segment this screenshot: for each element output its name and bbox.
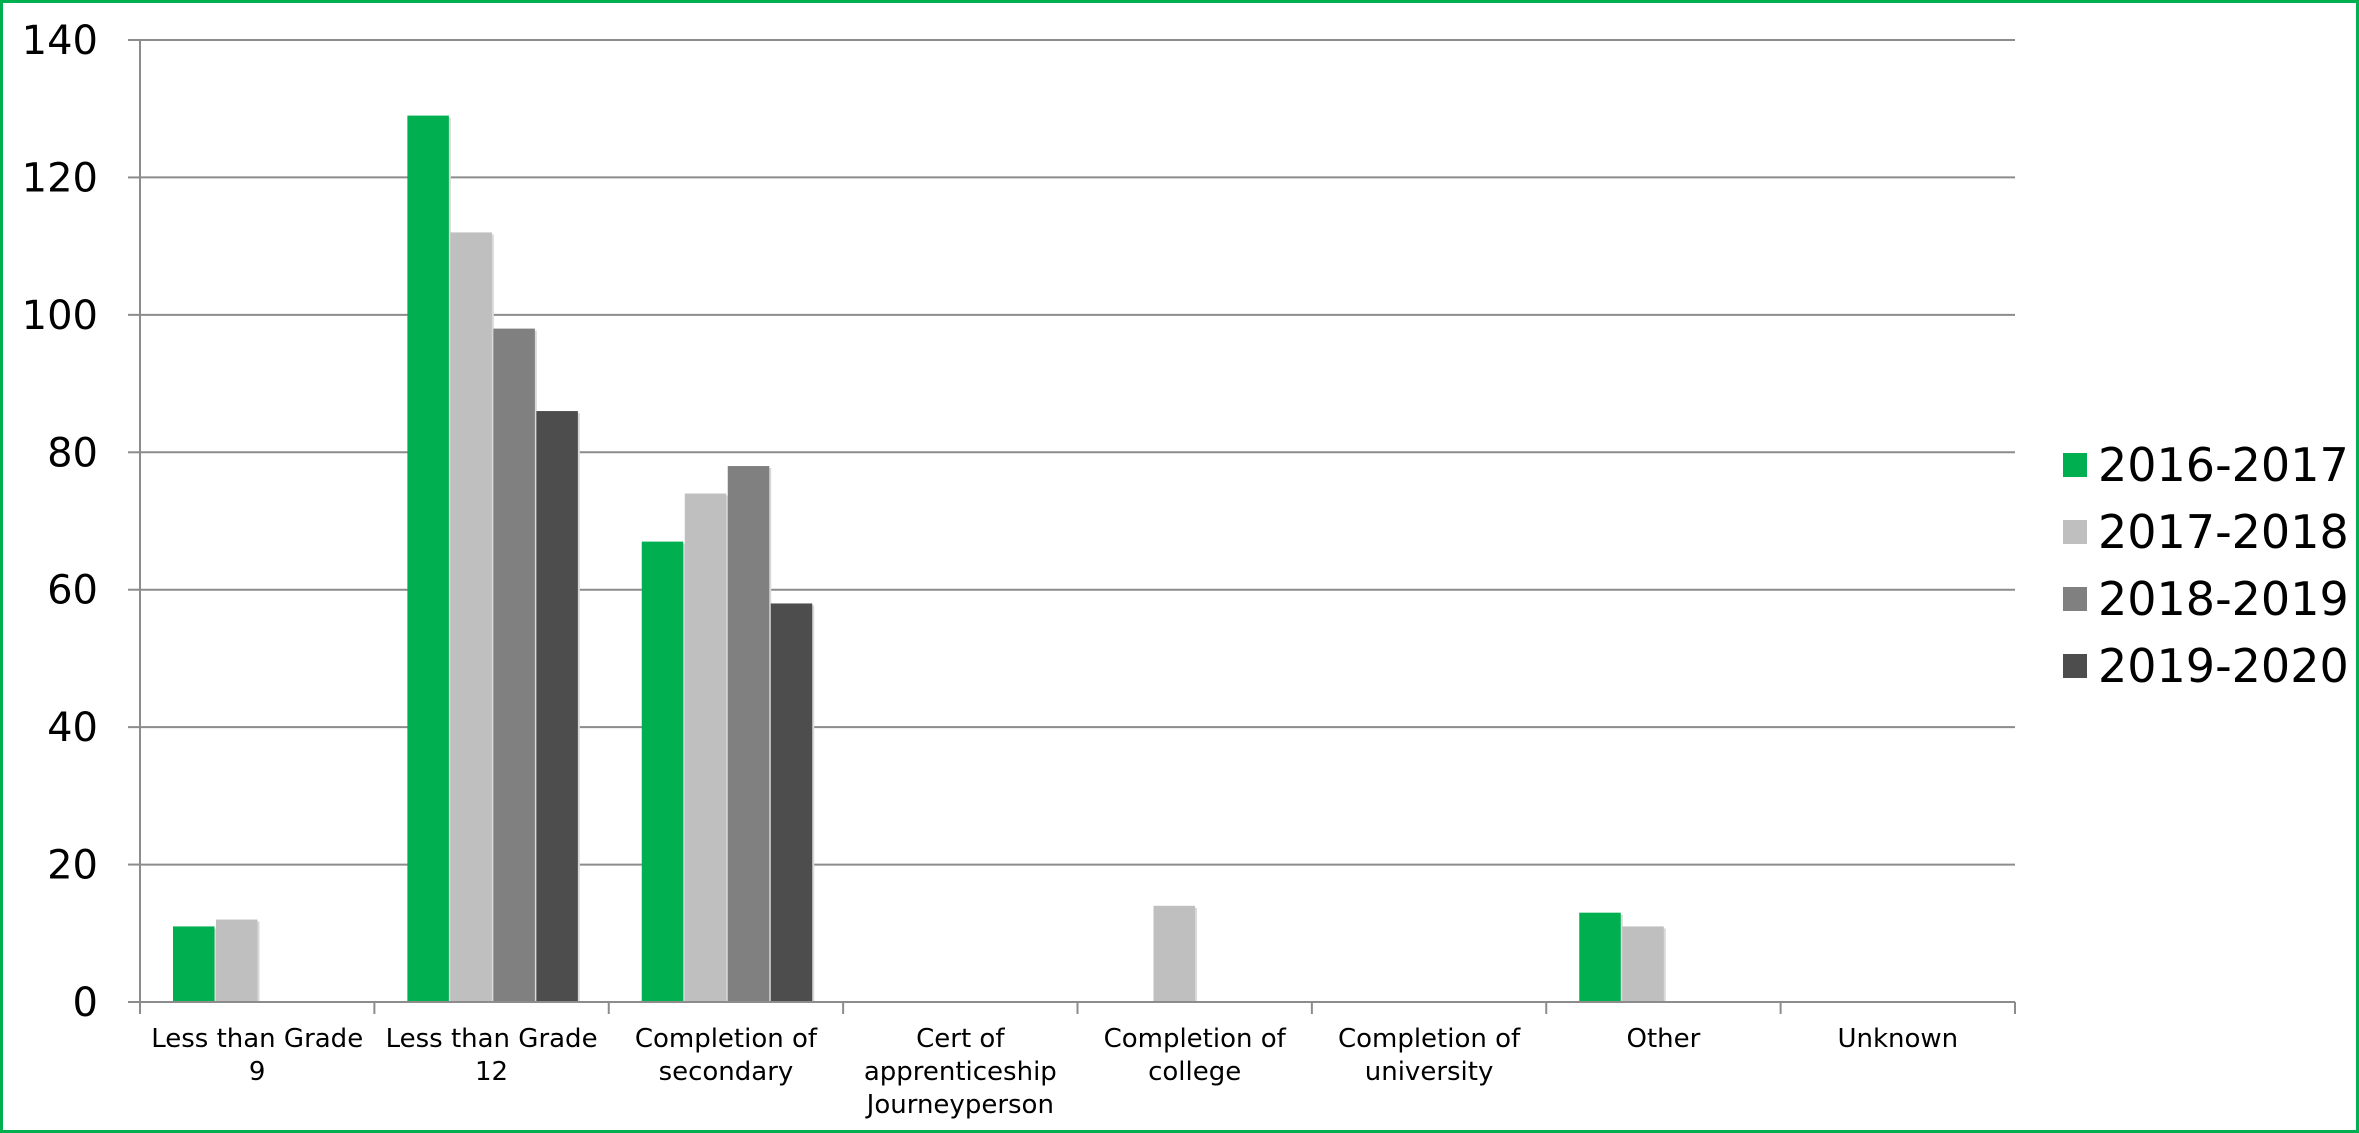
y-tick-label: 100 bbox=[22, 293, 98, 339]
axes: 0 20 40 60 80 100 120 140 Less than Grade 9 Less t… bbox=[22, 18, 2016, 1120]
x-category-label: Unknown bbox=[1837, 1024, 1958, 1054]
bar bbox=[1622, 926, 1664, 1002]
bar bbox=[727, 466, 770, 1002]
y-tick-label: 80 bbox=[47, 430, 98, 476]
x-category-label: Other bbox=[1627, 1024, 1701, 1054]
bar bbox=[1153, 905, 1195, 1002]
x-category-label: Completion of university bbox=[1338, 1024, 1521, 1087]
x-category-label: Completion of college bbox=[1104, 1024, 1287, 1087]
x-category-label: Cert of apprenticeship Journeyperson bbox=[864, 1024, 1057, 1120]
legend-swatch bbox=[2063, 520, 2087, 544]
legend: 2016-2017 2017-2018 2018-2019 2019-2020 bbox=[2063, 438, 2349, 693]
legend-swatch bbox=[2063, 654, 2087, 678]
bar bbox=[536, 411, 578, 1002]
x-category-label: Less than Grade 12 bbox=[386, 1024, 598, 1087]
legend-label: 2017-2018 bbox=[2098, 505, 2349, 559]
legend-swatch bbox=[2063, 587, 2087, 611]
y-tick-label: 60 bbox=[47, 568, 98, 614]
legend-label: 2019-2020 bbox=[2098, 639, 2349, 693]
bar bbox=[641, 541, 684, 1002]
bar bbox=[684, 493, 727, 1002]
y-tick-label: 20 bbox=[47, 843, 98, 889]
bar bbox=[770, 603, 813, 1002]
bar bbox=[216, 919, 258, 1002]
legend-label: 2016-2017 bbox=[2098, 438, 2349, 492]
bar bbox=[450, 232, 492, 1002]
bar bbox=[493, 328, 535, 1003]
y-tick-label: 0 bbox=[73, 980, 98, 1026]
legend-swatch bbox=[2063, 453, 2087, 477]
x-category-label: Completion of secondary bbox=[635, 1024, 818, 1087]
y-tick-label: 40 bbox=[47, 705, 98, 751]
y-tick-label: 120 bbox=[22, 155, 98, 201]
bar bbox=[173, 926, 215, 1002]
bar bbox=[407, 115, 449, 1003]
y-tick-label: 140 bbox=[22, 18, 98, 64]
legend-label: 2018-2019 bbox=[2098, 572, 2349, 626]
bars bbox=[173, 115, 1666, 1003]
x-category-label: Less than Grade 9 bbox=[151, 1024, 363, 1087]
bar bbox=[1579, 912, 1621, 1002]
